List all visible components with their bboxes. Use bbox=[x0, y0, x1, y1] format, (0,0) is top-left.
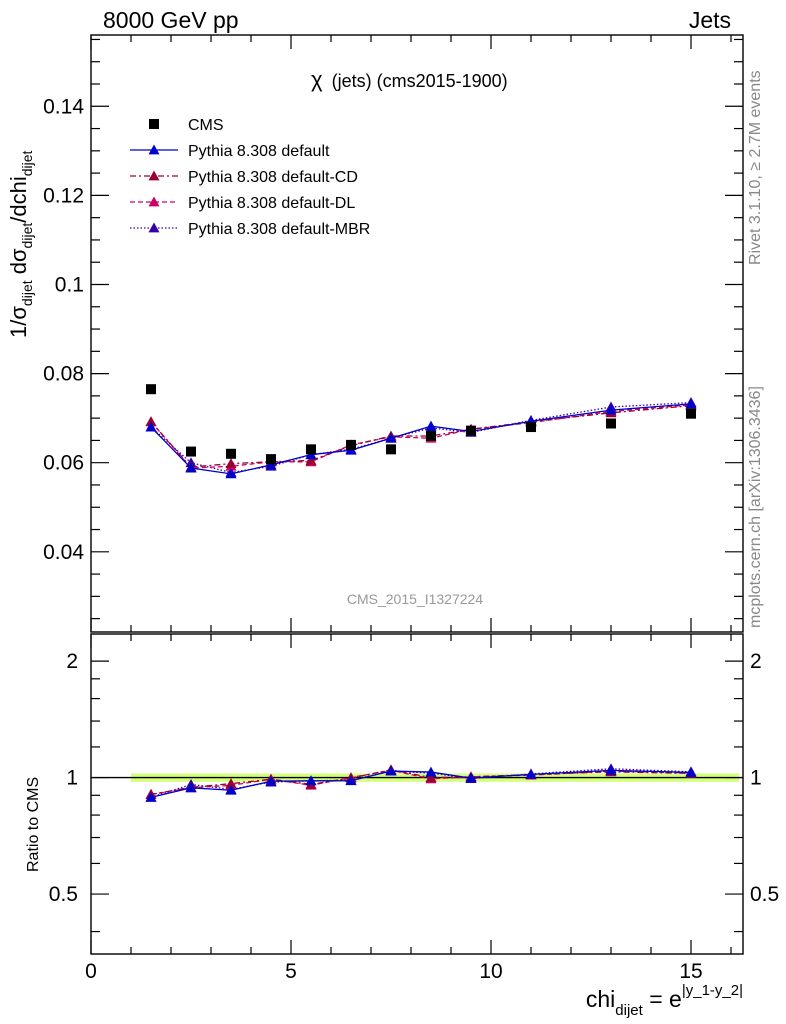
x-axis-label: chidijet = e|y_1-y_2| bbox=[586, 982, 743, 1019]
ratio-series-marker bbox=[305, 775, 317, 786]
ratio-series-marker bbox=[185, 782, 197, 793]
rivet-info: Rivet 3.1.10, ≥ 2.7M events bbox=[747, 70, 764, 265]
series-line bbox=[150, 405, 692, 468]
x-label-sup: |y_1-y_2| bbox=[682, 982, 743, 999]
ratio-series-marker bbox=[465, 772, 477, 783]
ratio-plot-frame bbox=[90, 633, 744, 955]
y-tick-label: 0.08 bbox=[43, 363, 84, 386]
y-label-sub1: dijet bbox=[19, 280, 35, 306]
y-tick-label: 0.06 bbox=[43, 452, 84, 475]
legend-label: Pythia 8.308 default-CD bbox=[188, 169, 358, 186]
series-marker bbox=[305, 454, 317, 465]
ratio-series-marker bbox=[145, 791, 157, 802]
y-tick-label: 0.14 bbox=[43, 95, 84, 118]
ratio-series-line bbox=[150, 769, 692, 796]
data-point bbox=[426, 430, 436, 441]
y-label-part1: 1/σ bbox=[6, 306, 31, 338]
ratio-series-marker bbox=[685, 766, 697, 777]
data-point bbox=[266, 454, 276, 465]
ratio-y-tick-label: 1 bbox=[66, 767, 78, 790]
y-label-part3: /dchi bbox=[6, 176, 31, 222]
x-label-base: chi bbox=[586, 986, 615, 1012]
x-tick-label: 5 bbox=[285, 960, 297, 983]
legend-marker bbox=[148, 144, 160, 155]
x-label-eq: = e bbox=[643, 986, 682, 1012]
data-point bbox=[146, 384, 156, 395]
mcplots-info: mcplots.cern.ch [arXiv:1306.3436] bbox=[747, 386, 764, 628]
legend-label: Pythia 8.308 default bbox=[188, 143, 330, 160]
data-point bbox=[466, 425, 476, 436]
y-tick-label: 0.04 bbox=[43, 541, 84, 564]
series-marker bbox=[145, 416, 157, 427]
plot-title-symbol: χ bbox=[311, 67, 323, 92]
ratio-y-tick-label: 2 bbox=[66, 650, 78, 673]
legend-marker bbox=[148, 222, 160, 233]
series-line bbox=[150, 403, 692, 475]
series-marker bbox=[225, 458, 237, 468]
ratio-series-marker bbox=[225, 784, 237, 795]
ratio-axes: 0 5 10 15 0.5 0.5 1 1 2 2 bbox=[49, 634, 779, 983]
series-marker bbox=[265, 459, 277, 470]
series-marker bbox=[685, 398, 697, 409]
ratio-series-marker bbox=[265, 775, 277, 786]
y-label-part2: dσ bbox=[6, 248, 31, 280]
ratio-series-marker bbox=[425, 772, 437, 782]
data-point bbox=[606, 418, 616, 429]
legend: CMS Pythia 8.308 default Pythia 8.308 defa… bbox=[130, 117, 370, 238]
legend-label: Pythia 8.308 default-MBR bbox=[188, 221, 370, 238]
legend-label: CMS bbox=[188, 117, 224, 134]
data-point bbox=[346, 439, 356, 450]
ratio-series-marker bbox=[425, 766, 437, 777]
series-marker bbox=[185, 462, 197, 473]
x-tick-label: 0 bbox=[85, 960, 97, 983]
x-tick-label: 15 bbox=[679, 960, 702, 983]
ratio-series-marker bbox=[525, 768, 537, 779]
ratio-y-tick-label-right: 2 bbox=[750, 650, 762, 673]
series-marker bbox=[225, 468, 237, 479]
legend-marker bbox=[148, 196, 160, 207]
data-point bbox=[386, 444, 396, 455]
y-axis-label: 1/σdijet dσdijet/dchidijet bbox=[6, 150, 35, 338]
ratio-series-marker bbox=[225, 778, 237, 789]
legend-marker bbox=[149, 119, 159, 129]
y-label-sub3: dijet bbox=[19, 150, 35, 176]
ratio-series-marker bbox=[385, 765, 397, 776]
legend-marker bbox=[148, 170, 160, 181]
main-axes: 0.04 0.06 0.08 0.1 0.12 0.14 bbox=[43, 35, 743, 632]
ratio-axis-label: Ratio to CMS bbox=[25, 777, 42, 872]
ratio-series-line bbox=[150, 769, 692, 799]
x-label-sub: dijet bbox=[615, 1002, 643, 1019]
ratio-y-tick-label: 0.5 bbox=[49, 883, 78, 906]
ratio-series-marker bbox=[605, 764, 617, 775]
plot-title-text: (jets) (cms2015-1900) bbox=[332, 71, 508, 91]
y-tick-label: 0.1 bbox=[55, 273, 84, 296]
plot-title: χ (jets) (cms2015-1900) bbox=[311, 67, 508, 92]
y-tick-label: 0.12 bbox=[43, 184, 84, 207]
data-point bbox=[526, 422, 536, 433]
series-marker bbox=[145, 421, 157, 432]
ratio-series-marker bbox=[345, 775, 357, 786]
ratio-y-tick-label-right: 1 bbox=[750, 767, 762, 790]
header-process: Jets bbox=[689, 7, 731, 33]
ratio-y-tick-label-right: 0.5 bbox=[750, 883, 779, 906]
data-point bbox=[306, 444, 316, 455]
main-plot-frame bbox=[90, 34, 744, 633]
series-marker bbox=[385, 432, 397, 443]
header-energy: 8000 GeV pp bbox=[103, 7, 239, 33]
ratio-series bbox=[145, 763, 697, 802]
y-label-sub2: dijet bbox=[19, 223, 35, 249]
series-line bbox=[150, 404, 692, 469]
x-tick-label: 10 bbox=[479, 960, 502, 983]
data-point bbox=[686, 408, 696, 419]
main-series bbox=[145, 384, 697, 479]
data-point bbox=[186, 446, 196, 457]
analysis-watermark: CMS_2015_I1327224 bbox=[347, 591, 483, 607]
series-marker bbox=[425, 420, 437, 431]
series-marker bbox=[605, 404, 617, 415]
data-point bbox=[226, 448, 236, 459]
legend-label: Pythia 8.308 default-DL bbox=[188, 195, 355, 212]
